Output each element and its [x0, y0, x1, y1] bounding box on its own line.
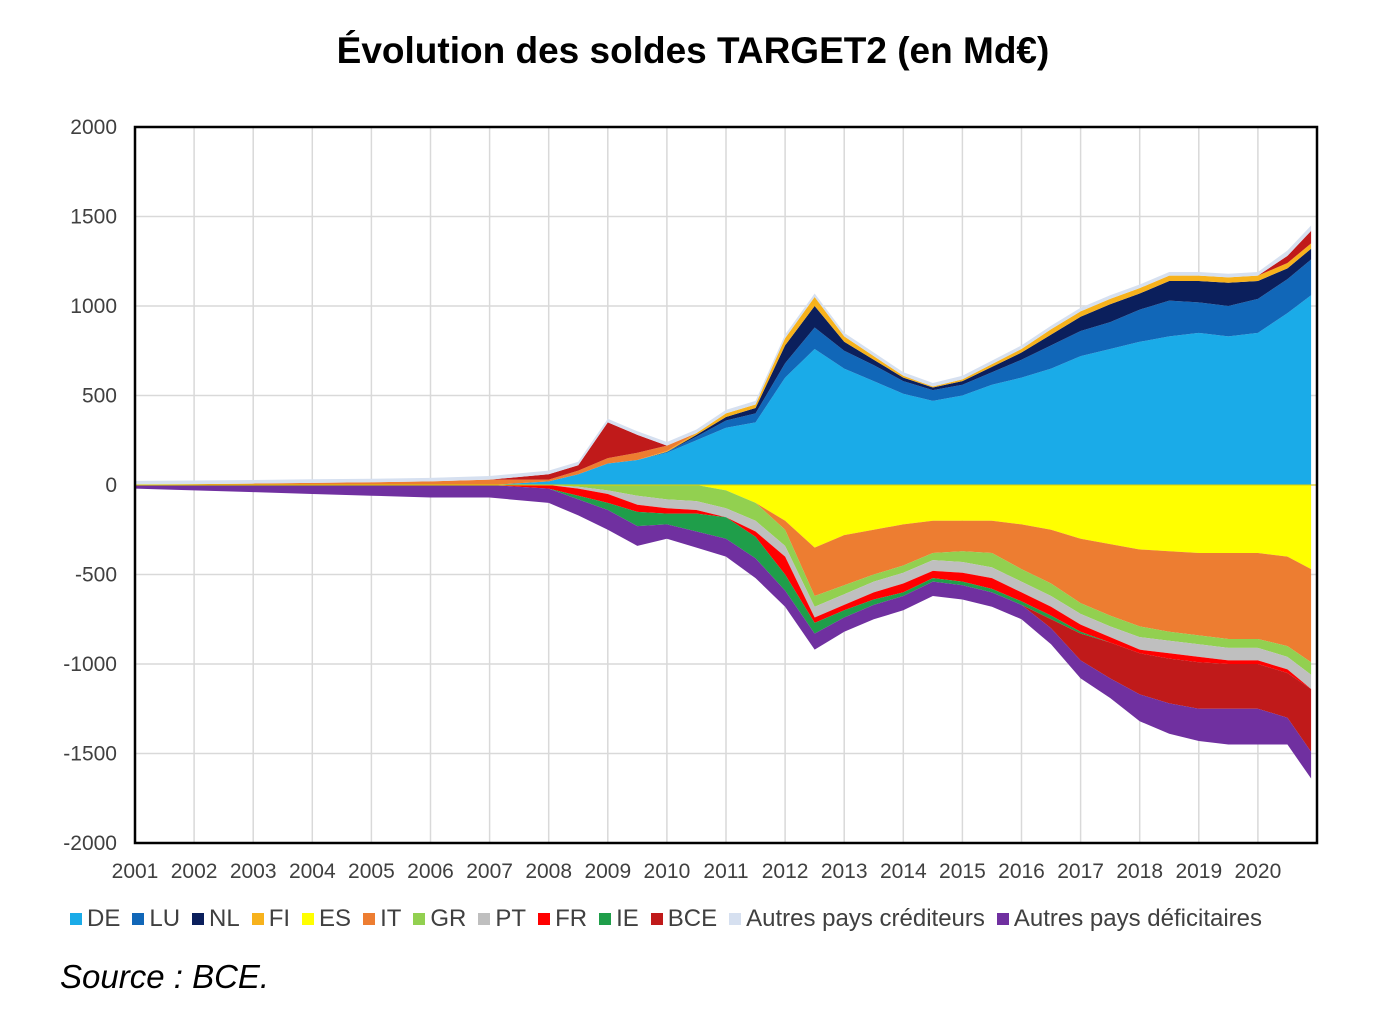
legend-swatch — [478, 913, 491, 925]
legend-swatch — [413, 913, 426, 925]
x-tick-label: 2005 — [348, 860, 395, 883]
legend-item: IE — [599, 905, 639, 933]
legend-swatch — [996, 913, 1009, 925]
x-tick-label: 2010 — [644, 860, 691, 883]
y-tick-label: -500 — [75, 564, 117, 587]
y-tick-label: 2000 — [70, 116, 117, 139]
x-tick-label: 2018 — [1116, 860, 1163, 883]
plot-frame — [133, 125, 1319, 845]
legend-swatch — [302, 913, 315, 925]
y-tick-label: 1500 — [70, 206, 117, 229]
x-tick-label: 2020 — [1235, 860, 1282, 883]
legend-item: NL — [192, 905, 240, 933]
legend-label: DE — [87, 905, 121, 932]
x-tick-label: 2002 — [171, 860, 218, 883]
y-tick-label: -2000 — [63, 832, 117, 855]
x-tick-label: 2001 — [112, 860, 159, 883]
legend-swatch — [363, 913, 376, 925]
x-tick-label: 2006 — [407, 860, 454, 883]
y-tick-label: 1000 — [70, 295, 117, 318]
y-tick-label: -1000 — [63, 653, 117, 676]
series-area-de-positive — [135, 295, 1312, 485]
legend-label: ES — [319, 905, 352, 932]
series-area-ie-negative — [135, 485, 1312, 690]
legend-label: PT — [495, 905, 527, 932]
legend: DE LU NL FI ES IT GR PT FR IE BCE Autres pays crédi… — [70, 905, 1370, 933]
legend-label: IE — [616, 905, 639, 932]
legend-item: LU — [132, 905, 180, 933]
legend-label: NL — [209, 905, 240, 932]
legend-label: BCE — [667, 905, 718, 932]
x-tick-label: 2003 — [230, 860, 277, 883]
y-tick-label: 0 — [105, 474, 117, 497]
x-tick-label: 2013 — [821, 860, 868, 883]
x-tick-label: 2015 — [939, 860, 986, 883]
legend-item: BCE — [650, 905, 718, 933]
legend-swatch — [729, 913, 742, 925]
legend-item: FR — [538, 905, 587, 933]
legend-label: FR — [555, 905, 588, 932]
x-tick-label: 2012 — [762, 860, 809, 883]
x-tick-label: 2019 — [1175, 860, 1222, 883]
series-area-autres-pays-deficitaires-negative — [135, 485, 1312, 779]
x-tick-label: 2008 — [525, 860, 572, 883]
legend-label: GR — [430, 905, 467, 932]
legend-label: FI — [268, 905, 291, 932]
legend-item: ES — [302, 905, 351, 933]
x-tick-label: 2017 — [1057, 860, 1104, 883]
x-tick-label: 2016 — [998, 860, 1045, 883]
x-tick-label: 2014 — [880, 860, 927, 883]
legend-item: IT — [363, 905, 401, 933]
series-areas — [135, 225, 1317, 779]
legend-swatch — [132, 913, 145, 925]
y-tick-label: 500 — [82, 385, 117, 408]
legend-item: DE — [70, 905, 120, 933]
legend-label: IT — [380, 905, 402, 932]
legend-item: FI — [251, 905, 291, 933]
y-tick-label: -1500 — [63, 743, 117, 766]
x-tick-label: 2004 — [289, 860, 336, 883]
legend-swatch — [599, 913, 612, 925]
legend-item: GR — [413, 905, 466, 933]
axes: 2000 1500 1000 500 0 -500 -1000 -1500 -2000 2001 2… — [63, 116, 1281, 883]
source-note: Source : BCE. — [60, 958, 270, 995]
legend-item: Autres pays déficitaires — [996, 905, 1262, 933]
series-area-es-negative — [135, 485, 1312, 570]
legend-swatch — [538, 913, 551, 925]
legend-swatch — [251, 913, 264, 925]
legend-label: Autres pays créditeurs — [746, 905, 985, 932]
chart-title: Évolution des soldes TARGET2 (en Md€) — [336, 30, 1050, 71]
legend-item: Autres pays créditeurs — [729, 905, 985, 933]
legend-label: LU — [149, 905, 181, 932]
legend-swatch — [192, 913, 205, 925]
x-tick-label: 2009 — [584, 860, 631, 883]
legend-swatch — [70, 913, 82, 925]
series-area-it-negative — [135, 485, 1312, 663]
legend-swatch — [650, 913, 663, 925]
x-tick-label: 2011 — [703, 860, 748, 883]
legend-label: Autres pays déficitaires — [1013, 905, 1262, 932]
legend-item: PT — [478, 905, 526, 933]
x-tick-label: 2007 — [466, 860, 513, 883]
